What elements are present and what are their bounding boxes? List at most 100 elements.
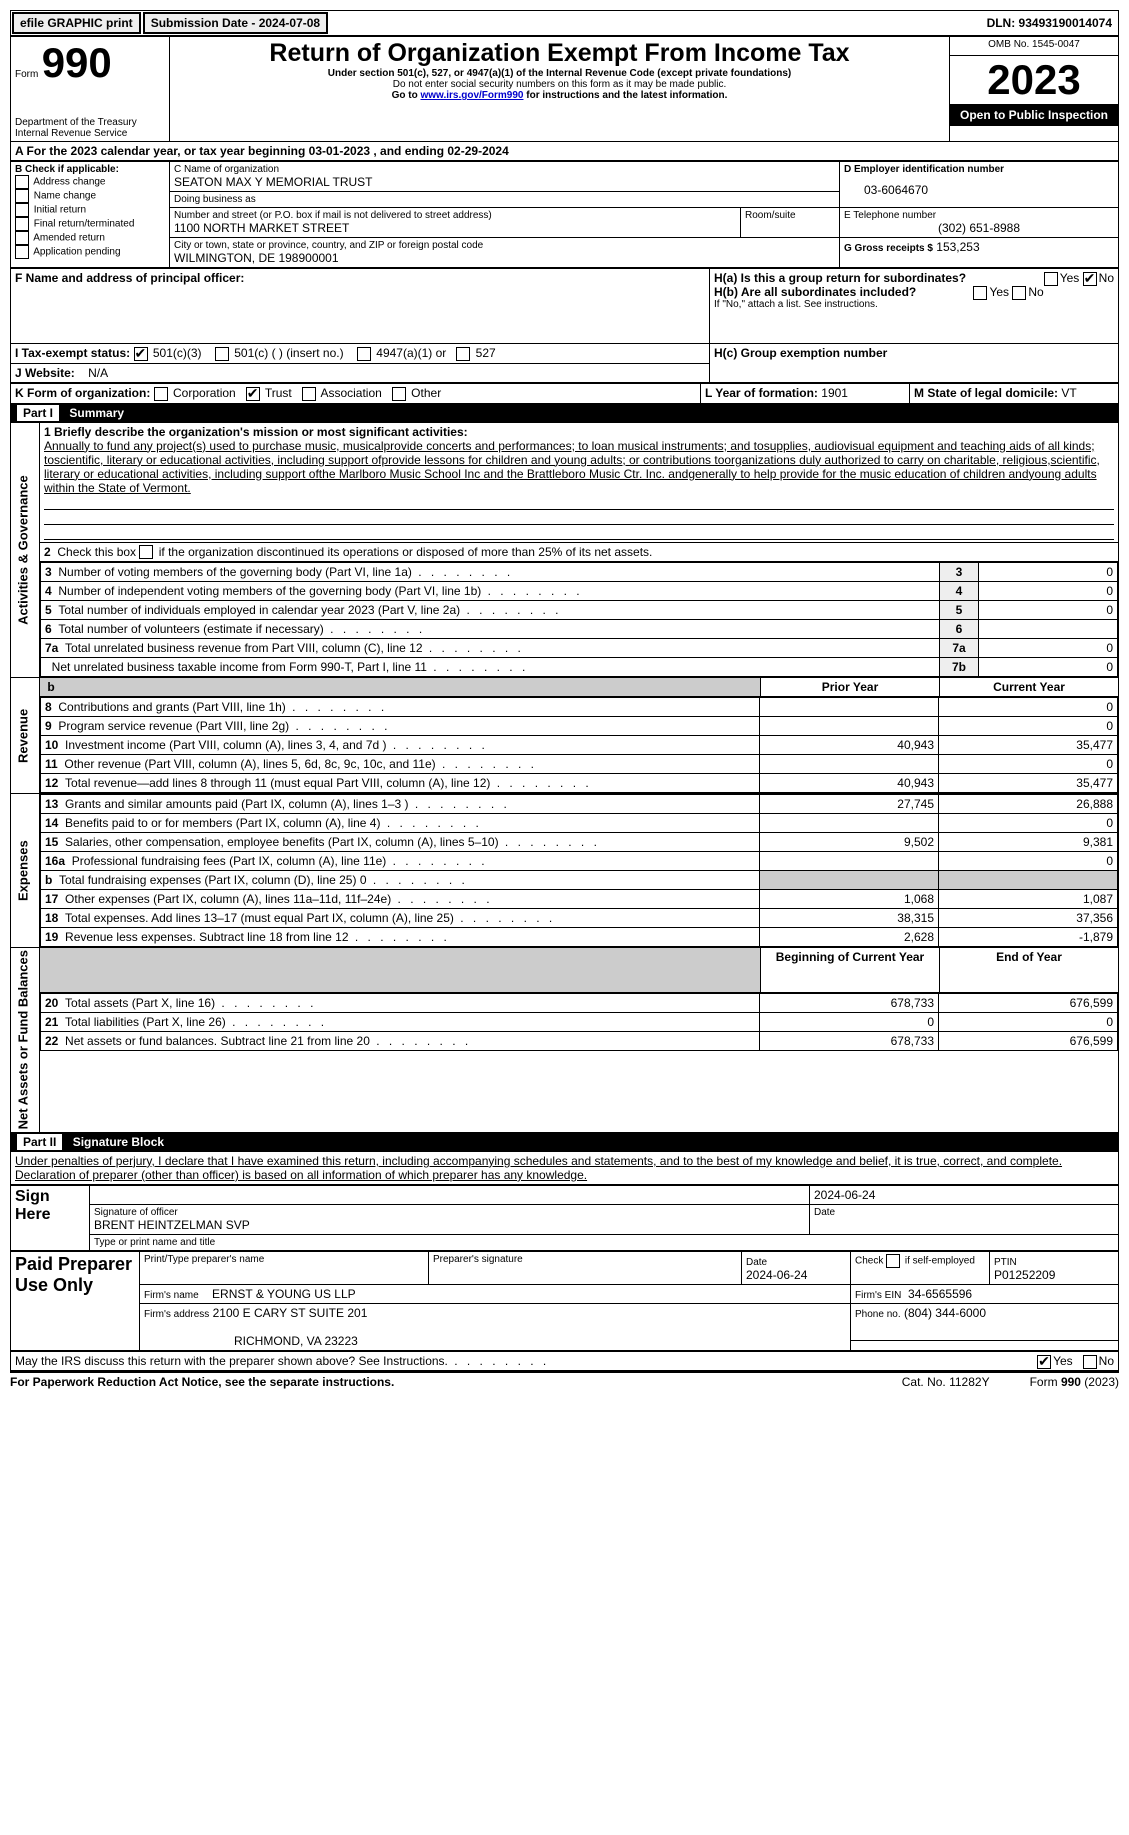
ha-no-checkbox[interactable] <box>1083 272 1097 286</box>
4947-checkbox[interactable] <box>357 347 371 361</box>
prep-sig-label: Preparer's signature <box>429 1251 742 1284</box>
summary-row: 3 Number of voting members of the govern… <box>41 563 1118 582</box>
ptin-value: P01252209 <box>994 1268 1055 1282</box>
pra-notice: For Paperwork Reduction Act Notice, see … <box>10 1375 394 1389</box>
h-b-note: If "No," attach a list. See instructions… <box>714 299 1114 310</box>
hb-yes-checkbox[interactable] <box>973 286 987 300</box>
omb-number: OMB No. 1545-0047 <box>950 37 1119 56</box>
dept-treasury: Department of the Treasury <box>15 117 165 128</box>
submission-date-button[interactable]: Submission Date - 2024-07-08 <box>143 12 328 34</box>
line-a: A For the 2023 calendar year, or tax yea… <box>10 142 1119 161</box>
summary-row: 6 Total number of volunteers (estimate i… <box>41 620 1118 639</box>
efile-print-button[interactable]: efile GRAPHIC print <box>12 12 141 34</box>
box-b-checkbox[interactable] <box>15 175 29 189</box>
tax-exempt-label: I Tax-exempt status: <box>15 346 130 360</box>
dln-label: DLN: 93493190014074 <box>981 14 1118 32</box>
gross-receipts-value: 153,253 <box>936 240 979 254</box>
box-b-option: Initial return <box>15 203 165 217</box>
discontinued-checkbox[interactable] <box>139 545 153 559</box>
other-checkbox[interactable] <box>392 387 406 401</box>
summary-row: 11 Other revenue (Part VIII, column (A),… <box>41 755 1118 774</box>
prior-year-header: Prior Year <box>761 678 940 697</box>
form-number: 990 <box>42 39 112 86</box>
summary-row: 14 Benefits paid to or for members (Part… <box>41 814 1118 833</box>
part1-body: Activities & Governance 1 Briefly descri… <box>10 422 1119 1133</box>
h-b-label: H(b) Are all subordinates included? <box>714 285 916 299</box>
activities-governance-label: Activities & Governance <box>11 422 40 678</box>
prep-date-value: 2024-06-24 <box>746 1268 807 1282</box>
box-b-checkbox[interactable] <box>15 217 29 231</box>
box-b-checkbox[interactable] <box>15 203 29 217</box>
phone-label: E Telephone number <box>844 210 1114 221</box>
officer-group-block: F Name and address of principal officer:… <box>10 268 1119 383</box>
box-b-checkbox[interactable] <box>15 245 29 259</box>
summary-row: 5 Total number of individuals employed i… <box>41 601 1118 620</box>
year-formation-value: 1901 <box>821 386 848 400</box>
summary-row: 13 Grants and similar amounts paid (Part… <box>41 795 1118 814</box>
city-value: WILMINGTON, DE 198900001 <box>174 251 835 265</box>
state-domicile-value: VT <box>1061 386 1076 400</box>
firm-phone: (804) 344-6000 <box>904 1306 986 1320</box>
h-a-label: H(a) Is this a group return for subordin… <box>714 271 966 285</box>
firm-city: RICHMOND, VA 23223 <box>144 1334 358 1348</box>
street-value: 1100 NORTH MARKET STREET <box>174 221 736 235</box>
summary-row: 8 Contributions and grants (Part VIII, l… <box>41 698 1118 717</box>
dba-label: Doing business as <box>174 194 835 205</box>
part2-header: Part II Signature Block <box>10 1133 1119 1151</box>
perjury-statement: Under penalties of perjury, I declare th… <box>10 1151 1119 1185</box>
firm-address: 2100 E CARY ST SUITE 201 <box>213 1306 368 1320</box>
firm-name: ERNST & YOUNG US LLP <box>212 1287 356 1301</box>
corp-checkbox[interactable] <box>154 387 168 401</box>
summary-row: 21 Total liabilities (Part X, line 26)00 <box>41 1013 1118 1032</box>
state-domicile-label: M State of legal domicile: <box>914 386 1058 400</box>
year-formation-label: L Year of formation: <box>705 386 818 400</box>
box-b-checkbox[interactable] <box>15 189 29 203</box>
signature-block: Sign Here 2024-06-24 Signature of office… <box>10 1185 1119 1251</box>
501c-checkbox[interactable] <box>215 347 229 361</box>
assoc-checkbox[interactable] <box>302 387 316 401</box>
subtitle-3: Go to www.irs.gov/Form990 for instructio… <box>174 90 945 101</box>
box-b-option: Name change <box>15 189 165 203</box>
h-c-label: H(c) Group exemption number <box>714 346 887 360</box>
room-suite-label: Room/suite <box>741 208 840 238</box>
self-employed-checkbox[interactable] <box>886 1254 900 1268</box>
ein-label: D Employer identification number <box>844 164 1114 175</box>
summary-row: 15 Salaries, other compensation, employe… <box>41 833 1118 852</box>
discuss-line: May the IRS discuss this return with the… <box>10 1351 1119 1371</box>
discuss-no-checkbox[interactable] <box>1083 1355 1097 1369</box>
street-label: Number and street (or P.O. box if mail i… <box>174 210 736 221</box>
ha-yes-checkbox[interactable] <box>1044 272 1058 286</box>
summary-row: 19 Revenue less expenses. Subtract line … <box>41 928 1118 947</box>
prep-name-label: Print/Type preparer's name <box>140 1251 429 1284</box>
date-label: Date <box>810 1204 1119 1234</box>
summary-row: 7a Total unrelated business revenue from… <box>41 639 1118 658</box>
begin-year-header: Beginning of Current Year <box>761 948 940 993</box>
gross-receipts-label: G Gross receipts $ <box>844 243 933 254</box>
form-footer: Form 990 (2023) <box>1030 1375 1119 1389</box>
sig-date-value: 2024-06-24 <box>810 1185 1119 1204</box>
subtitle-1: Under section 501(c), 527, or 4947(a)(1)… <box>174 68 945 79</box>
phone-value: (302) 651-8988 <box>844 221 1114 235</box>
org-name: SEATON MAX Y MEMORIAL TRUST <box>174 175 835 189</box>
summary-row: Net unrelated business taxable income fr… <box>41 658 1118 677</box>
discuss-yes-checkbox[interactable] <box>1037 1355 1051 1369</box>
ein-value: 03-6064670 <box>844 175 1114 197</box>
website-label: J Website: <box>15 366 75 380</box>
summary-row: 17 Other expenses (Part IX, column (A), … <box>41 890 1118 909</box>
city-label: City or town, state or province, country… <box>174 240 835 251</box>
527-checkbox[interactable] <box>456 347 470 361</box>
summary-row: b Total fundraising expenses (Part IX, c… <box>41 871 1118 890</box>
form-word: Form <box>15 69 38 80</box>
mission-text: Annually to fund any project(s) used to … <box>44 439 1114 495</box>
box-b-option: Amended return <box>15 231 165 245</box>
hb-no-checkbox[interactable] <box>1012 286 1026 300</box>
trust-checkbox[interactable] <box>246 387 260 401</box>
cat-no: Cat. No. 11282Y <box>902 1375 990 1389</box>
501c3-checkbox[interactable] <box>134 347 148 361</box>
sign-here-label: Sign Here <box>11 1185 90 1250</box>
irs-link[interactable]: www.irs.gov/Form990 <box>420 90 523 101</box>
org-name-label: C Name of organization <box>174 164 835 175</box>
sig-officer-label: Signature of officer <box>94 1207 805 1218</box>
box-b-checkbox[interactable] <box>15 231 29 245</box>
type-name-label: Type or print name and title <box>90 1234 1119 1250</box>
